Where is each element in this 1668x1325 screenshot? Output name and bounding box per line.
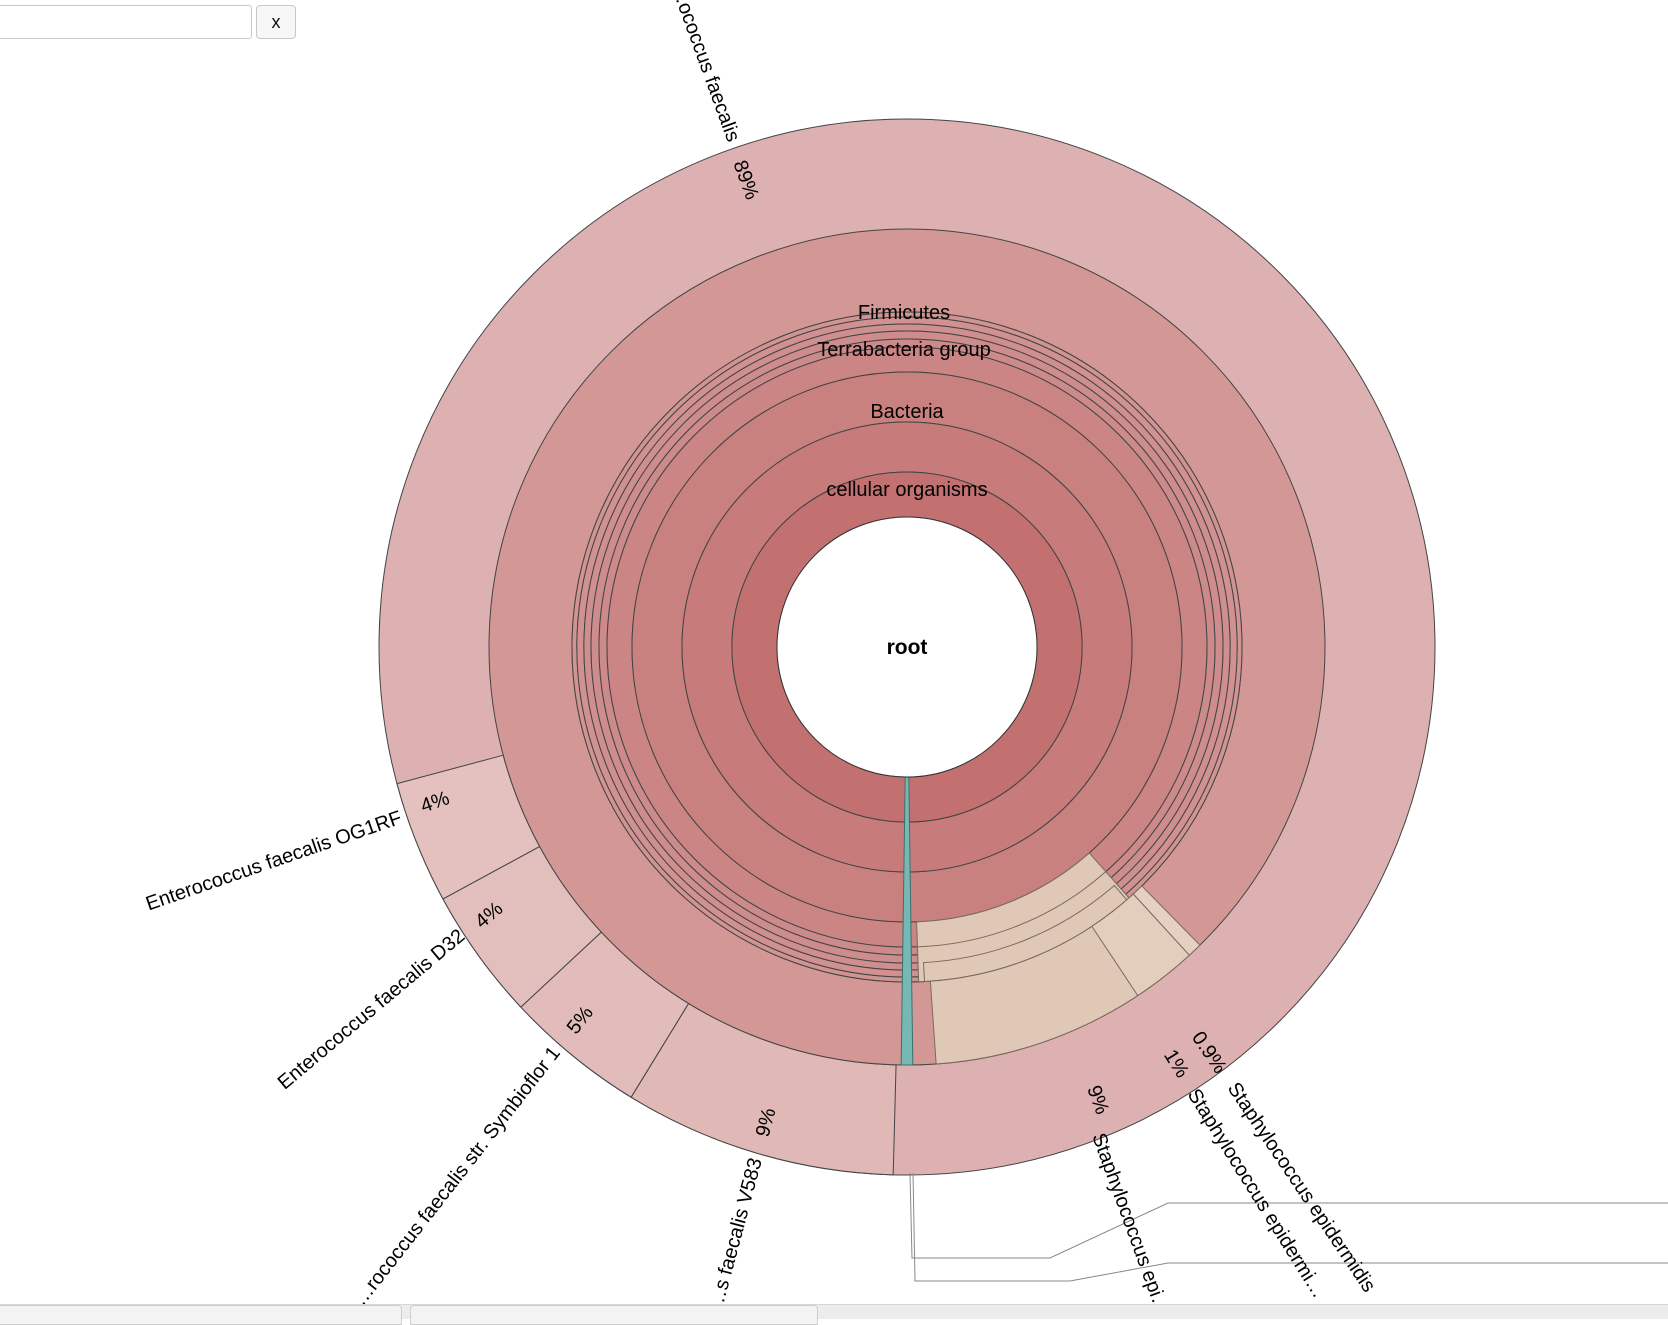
leaf-name-label: …s faecalis V583 [705, 1156, 767, 1312]
search-input[interactable] [0, 5, 252, 39]
wedge-staph-epidermidis-b[interactable] [1091, 893, 1191, 997]
leaf-name-label: Enterococcus faecalis D32 [274, 925, 470, 1094]
bottom-tab[interactable] [410, 1305, 818, 1325]
label-connectors [909, 1172, 1668, 1282]
bottom-tab[interactable] [0, 1305, 402, 1325]
leaf-name-label: Staphylococcus epi… [1087, 1130, 1173, 1318]
ring-label-firmicutes: Firmicutes [858, 302, 950, 324]
leaf-name-label: Enterococcus faecalis OG1RF [143, 807, 405, 915]
clear-search-button[interactable]: x [256, 5, 296, 39]
root-center[interactable] [776, 516, 1038, 778]
wedge-staph-epidermidis-c[interactable] [1132, 885, 1201, 956]
sunburst-wedges [378, 118, 1436, 1176]
ring-label-terrabacteria: Terrabacteria group [817, 339, 990, 361]
ring-label-cellular-organisms: cellular organisms [826, 479, 987, 501]
leaf-name-label: …ococcus faecalis [666, 0, 744, 145]
ring-label-bacteria: Bacteria [870, 401, 944, 423]
root-label: root [887, 636, 928, 659]
leaf-name-label: …rococcus faecalis str. Symbioflor 1 [349, 1043, 565, 1311]
